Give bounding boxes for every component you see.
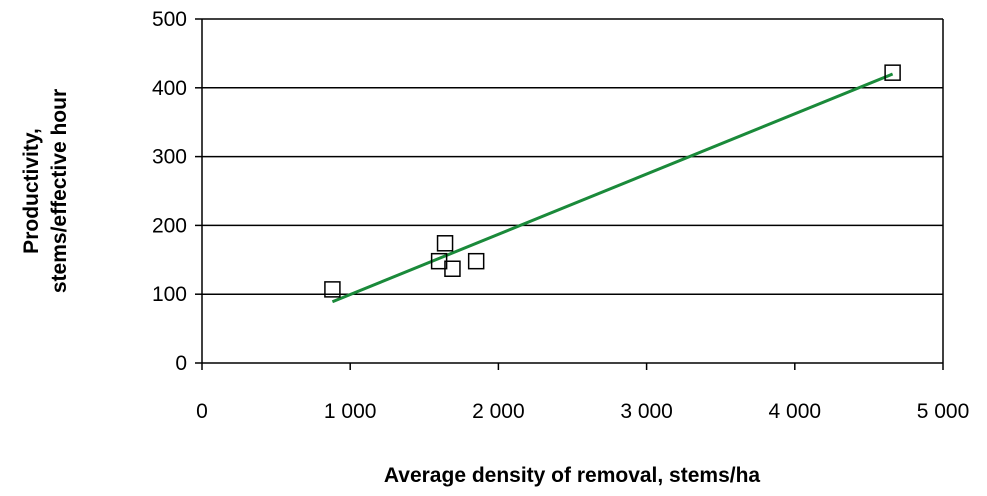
trend-line bbox=[331, 72, 894, 304]
y-ticks: 0 100 200 300 400 500 bbox=[152, 8, 202, 375]
y-tick-label: 400 bbox=[152, 77, 187, 100]
y-tick-label: 500 bbox=[152, 8, 187, 31]
data-point bbox=[467, 252, 485, 270]
y-axis-title-group: Productivity, stems/effective hour bbox=[20, 89, 71, 293]
y-tick-label: 300 bbox=[152, 146, 187, 169]
x-tick-label: 5 000 bbox=[917, 400, 970, 423]
x-axis-title: Average density of removal, stems/ha bbox=[384, 464, 761, 487]
x-ticks: 0 1 000 2 000 3 000 4 000 5 000 bbox=[196, 363, 969, 423]
y-axis-title-line-1: Productivity, bbox=[20, 128, 43, 254]
x-tick-label: 4 000 bbox=[769, 400, 822, 423]
data-point bbox=[444, 260, 461, 277]
trendline-group bbox=[331, 72, 894, 304]
data-point bbox=[324, 281, 341, 298]
y-tick-label: 100 bbox=[152, 283, 187, 306]
x-tick-label: 3 000 bbox=[620, 400, 673, 423]
data-point bbox=[436, 235, 454, 252]
x-tick-label: 0 bbox=[196, 400, 208, 423]
gridlines bbox=[202, 18, 943, 295]
data-points bbox=[324, 64, 901, 298]
y-axis-title-line-2: stems/effective hour bbox=[48, 89, 71, 293]
data-point bbox=[884, 64, 901, 81]
y-tick-label: 200 bbox=[152, 214, 187, 237]
x-tick-label: 1 000 bbox=[324, 400, 377, 423]
x-tick-label: 2 000 bbox=[472, 400, 525, 423]
axes bbox=[201, 19, 944, 364]
y-tick-label: 0 bbox=[175, 352, 187, 375]
